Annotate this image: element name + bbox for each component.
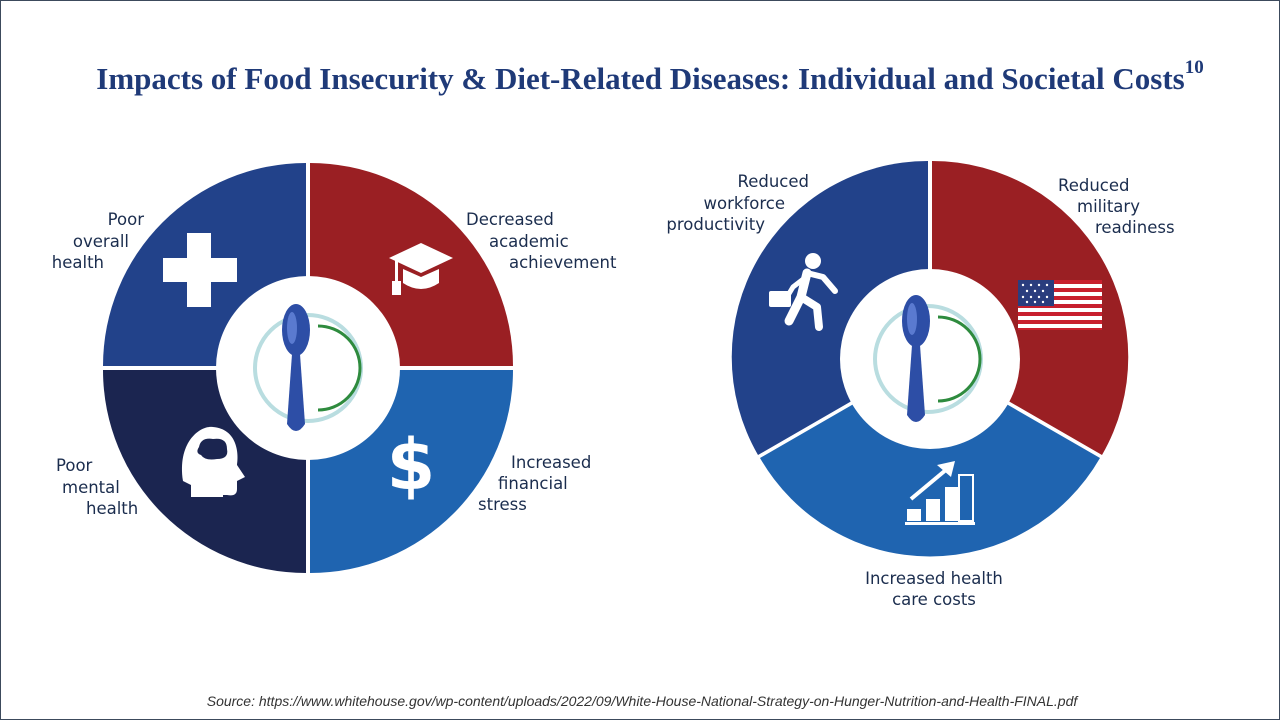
- label-reduced-military-readiness: Reduced military readiness: [1058, 176, 1175, 237]
- medical-cross-icon: [163, 233, 237, 307]
- label-line: Poor: [56, 456, 93, 475]
- label-line: readiness: [1095, 218, 1175, 237]
- label-decreased-academic-achievement: Decreased academic achievement: [466, 210, 617, 272]
- label-increased-health-care-costs: Increased health care costs: [865, 569, 1003, 609]
- label-line: Reduced: [737, 172, 809, 191]
- label-increased-financial-stress: Increased financial stress: [478, 453, 591, 514]
- label-line: health: [86, 499, 138, 518]
- label-line: overall: [73, 232, 129, 251]
- label-line: military: [1077, 197, 1140, 216]
- label-poor-overall-health: Poor overall health: [52, 210, 144, 272]
- us-flag-icon: [1018, 280, 1102, 330]
- label-line: achievement: [509, 253, 617, 272]
- label-line: Decreased: [466, 210, 554, 229]
- source-citation: Source: https://www.whitehouse.gov/wp-co…: [206, 693, 1078, 709]
- slide-title-text: Impacts of Food Insecurity & Diet-Relate…: [96, 61, 1185, 96]
- label-line: productivity: [666, 215, 765, 234]
- label-line: health: [52, 253, 104, 272]
- rising-bar-chart-icon: [905, 461, 975, 525]
- graduation-cap-icon: [389, 243, 453, 295]
- label-line: Reduced: [1058, 176, 1130, 195]
- individual-costs-wheel: $ Poor overall health Decreased academic…: [52, 163, 617, 573]
- label-line: academic: [489, 232, 569, 251]
- societal-costs-wheel: Reduced workforce productivity Reduced m…: [666, 160, 1175, 609]
- dollar-sign-icon: $: [387, 424, 436, 506]
- running-worker-icon: [769, 253, 838, 331]
- label-line: workforce: [704, 194, 785, 213]
- center-hub: [840, 269, 1020, 449]
- center-hub: [216, 276, 400, 460]
- segment-increased-health-care-costs: [760, 360, 1100, 557]
- label-line: stress: [478, 495, 527, 514]
- label-reduced-workforce-productivity: Reduced workforce productivity: [666, 172, 809, 234]
- label-line: Increased health: [865, 569, 1003, 588]
- label-line: Increased: [511, 453, 591, 472]
- head-brain-icon: [182, 426, 245, 497]
- label-line: care costs: [892, 590, 976, 609]
- slide-title: Impacts of Food Insecurity & Diet-Relate…: [1, 57, 1280, 97]
- label-line: mental: [62, 478, 120, 497]
- label-line: financial: [498, 474, 568, 493]
- label-poor-mental-health: Poor mental health: [56, 456, 138, 518]
- label-line: Poor: [108, 210, 145, 229]
- title-footnote-marker: 10: [1184, 57, 1204, 78]
